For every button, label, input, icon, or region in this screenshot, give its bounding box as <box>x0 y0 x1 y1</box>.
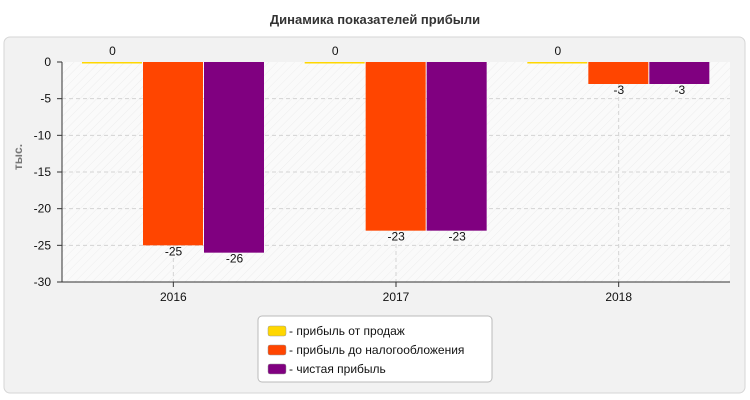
legend-swatch <box>267 344 287 356</box>
legend-label: - прибыль до налогообложения <box>289 343 464 357</box>
bar <box>82 62 142 64</box>
bar <box>649 62 710 84</box>
bar <box>204 62 264 253</box>
y-tick-label: 0 <box>44 55 51 69</box>
x-tick-label: 2016 <box>160 290 187 304</box>
x-tick-label: 2018 <box>605 290 632 304</box>
legend: - прибыль от продаж - прибыль до налогоо… <box>257 315 493 383</box>
y-tick-label: -20 <box>34 202 52 216</box>
data-labels: 0 0 0 -25 -23 -3 -26 -23 -3 <box>109 44 685 266</box>
y-tick-label: -10 <box>34 128 52 142</box>
legend-swatch <box>267 325 287 337</box>
legend-label: - чистая прибыль <box>289 362 386 376</box>
data-label: -23 <box>387 230 405 244</box>
legend-item-sales-profit: - прибыль от продаж <box>267 324 405 338</box>
legend-box <box>257 315 493 383</box>
data-label: 0 <box>332 44 339 58</box>
y-tick-label: -5 <box>40 92 51 106</box>
legend-swatch <box>267 363 287 375</box>
axes: 0 -5 -10 -15 -20 -25 -30 2016 2017 2018 <box>34 55 730 304</box>
x-tick-label: 2017 <box>383 290 410 304</box>
bar <box>426 62 487 231</box>
y-tick-label: -25 <box>34 238 52 252</box>
data-label: -23 <box>448 230 466 244</box>
bar <box>527 62 588 64</box>
bar <box>304 62 365 64</box>
legend-item-pretax-profit: - прибыль до налогообложения <box>267 343 464 357</box>
data-label: -25 <box>165 244 183 258</box>
chart-title: Динамика показателей прибыли <box>270 12 480 27</box>
data-label: -26 <box>226 252 244 266</box>
bar <box>365 62 426 231</box>
data-label: -3 <box>613 83 624 97</box>
data-label: 0 <box>554 44 561 58</box>
bar <box>588 62 649 84</box>
legend-label: - прибыль от продаж <box>289 324 405 338</box>
legend-item-net-profit: - чистая прибыль <box>267 362 386 376</box>
data-label: -3 <box>674 83 685 97</box>
data-label: 0 <box>109 44 116 58</box>
bar <box>143 62 203 246</box>
y-axis-label: тыс. <box>11 144 25 170</box>
y-tick-label: -30 <box>34 275 52 289</box>
y-tick-label: -15 <box>34 165 52 179</box>
bars <box>82 62 710 253</box>
